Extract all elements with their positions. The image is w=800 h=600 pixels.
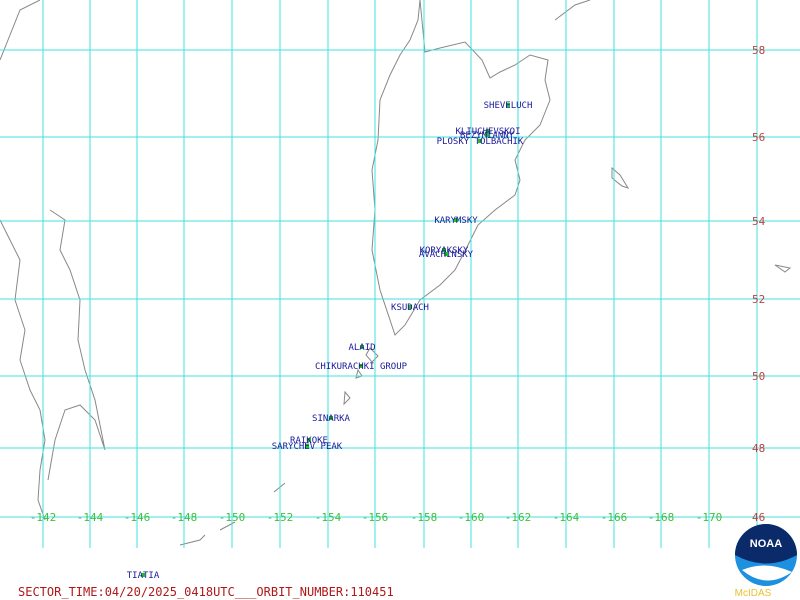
longitude-label: -146 [124, 511, 151, 524]
longitude-label: -158 [411, 511, 438, 524]
volcano-marker [359, 364, 363, 368]
volcano-label: KARYMSKY [434, 216, 478, 226]
longitude-label: -148 [171, 511, 198, 524]
longitude-label: -150 [219, 511, 246, 524]
volcano-marker [329, 416, 333, 420]
longitude-label: -160 [458, 511, 485, 524]
latitude-label: 56 [752, 131, 765, 144]
volcano-label: CHIKURACHKI GROUP [315, 362, 408, 372]
latitude-label: 48 [752, 442, 765, 455]
volcano-marker [478, 139, 482, 143]
noaa-logo: NOAA McIDAS [735, 524, 797, 599]
latitude-label: 58 [752, 44, 765, 57]
volcano-label: SHEVELUCH [484, 101, 533, 111]
latitude-label: 46 [752, 511, 765, 524]
footer: SECTOR_TIME:04/20/2025_0418UTC___ORBIT_N… [18, 585, 394, 599]
longitude-label: -168 [648, 511, 675, 524]
volcano-marker [307, 438, 311, 442]
volcano-marker [360, 345, 364, 349]
volcano-label: SINARKA [312, 414, 351, 424]
volcano-marker [485, 133, 489, 137]
volcano-label: PLOSKY TOLBACHIK [437, 137, 524, 147]
volcano-label: BEZYMIANNY [460, 131, 515, 141]
volcano-label: KLIUCHEVSKOI [455, 127, 520, 137]
volcano-label: SARYCHEV PEAK [272, 442, 343, 452]
volcano-label: ALAID [348, 343, 375, 353]
logo-top [735, 524, 797, 564]
longitude-label: -152 [267, 511, 294, 524]
volcano-marker [444, 252, 448, 256]
coastlines [0, 0, 792, 546]
volcano-label: KSUDACH [391, 303, 429, 313]
volcano-marker [305, 444, 309, 448]
volcano-marker [141, 573, 145, 577]
volcano-marker [408, 305, 412, 309]
logo-gull [742, 565, 792, 581]
longitude-label: -170 [696, 511, 723, 524]
latitude-label: 52 [752, 293, 765, 306]
graticule [0, 0, 800, 548]
volcano-label: TIATIA [127, 571, 160, 581]
longitude-label: -166 [601, 511, 628, 524]
latitude-label: 54 [752, 215, 766, 228]
longitude-label: -156 [362, 511, 389, 524]
longitude-label: -162 [505, 511, 532, 524]
longitude-label: -164 [553, 511, 580, 524]
volcano-marker [442, 248, 446, 252]
volcano-marker [506, 103, 510, 107]
volcano-marker [486, 129, 490, 133]
logo-caption: McIDAS [735, 588, 772, 599]
volcano-label: KORYAKSKY [420, 246, 469, 256]
latitude-label: 50 [752, 370, 765, 383]
logo-text: NOAA [750, 538, 782, 550]
longitude-label: -154 [315, 511, 342, 524]
labels: 58 56 54 52 50 48 46 -142 -144 -146 -148 -150 -152 -1… [30, 44, 766, 581]
volcano-label: AVACHINSKY [419, 250, 474, 260]
longitude-label: -144 [77, 511, 104, 524]
longitude-label: -142 [30, 511, 57, 524]
volcano-label: RAIKOKE [290, 436, 328, 446]
volcano-marker [454, 218, 458, 222]
